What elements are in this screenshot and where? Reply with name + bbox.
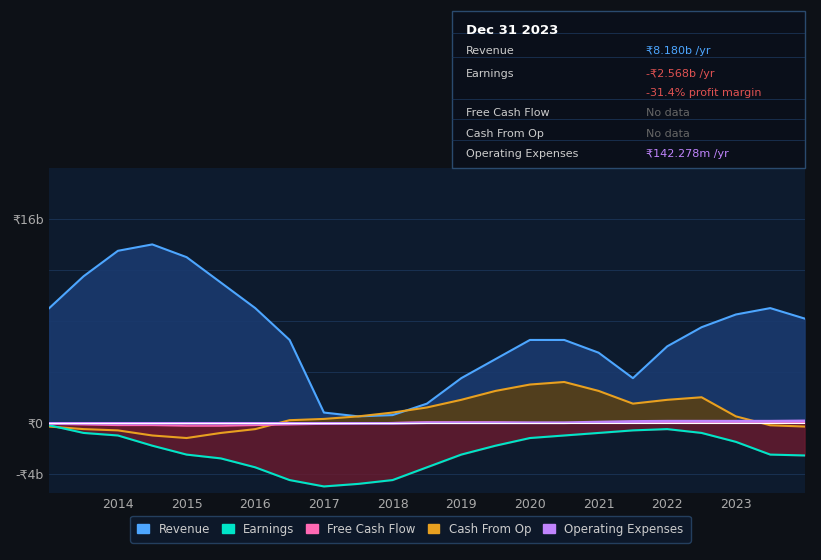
- Text: ₹8.180b /yr: ₹8.180b /yr: [646, 46, 710, 55]
- Text: Dec 31 2023: Dec 31 2023: [466, 24, 558, 37]
- Text: Cash From Op: Cash From Op: [466, 129, 544, 139]
- Legend: Revenue, Earnings, Free Cash Flow, Cash From Op, Operating Expenses: Revenue, Earnings, Free Cash Flow, Cash …: [131, 516, 690, 543]
- Text: Free Cash Flow: Free Cash Flow: [466, 109, 549, 118]
- Text: No data: No data: [646, 109, 690, 118]
- Text: Revenue: Revenue: [466, 46, 515, 55]
- Text: ₹142.278m /yr: ₹142.278m /yr: [646, 149, 728, 159]
- Text: -₹2.568b /yr: -₹2.568b /yr: [646, 69, 714, 79]
- Text: No data: No data: [646, 129, 690, 139]
- FancyBboxPatch shape: [452, 11, 805, 168]
- Text: -31.4% profit margin: -31.4% profit margin: [646, 88, 761, 98]
- Text: Earnings: Earnings: [466, 69, 514, 79]
- Text: Operating Expenses: Operating Expenses: [466, 149, 578, 159]
